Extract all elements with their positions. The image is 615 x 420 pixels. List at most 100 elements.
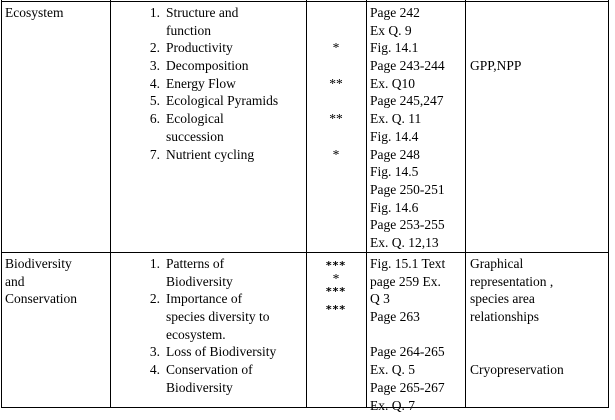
subtopic-text: function bbox=[166, 22, 211, 38]
table-rule-horizontal bbox=[1, 1, 609, 2]
subtopic-item: 1. Structure and function bbox=[110, 4, 278, 39]
importance-stars: ** bbox=[329, 75, 343, 91]
subtopic-line: 1. Structure and bbox=[110, 4, 278, 22]
subtopic-line: Biodiversity bbox=[110, 273, 276, 291]
importance-stars: ** bbox=[329, 111, 343, 127]
subtopic-line: 4. Conservation of bbox=[110, 361, 276, 379]
subtopic-item: 1. Patterns of Biodiversity bbox=[110, 255, 276, 290]
remark-text bbox=[470, 343, 564, 361]
subtopic-line: 3. Loss of Biodiversity bbox=[110, 343, 276, 361]
subtopic-text: Patterns of bbox=[166, 256, 225, 271]
topic-text: Biodiversity bbox=[5, 256, 72, 271]
subtopic-line: species diversity to bbox=[110, 308, 276, 326]
subtopic-text: Nutrient cycling bbox=[166, 146, 255, 162]
subtopic-line: 3. Decomposition bbox=[110, 57, 278, 75]
remark-text: representation , bbox=[470, 273, 554, 289]
reference-text: Q 3 bbox=[370, 291, 390, 307]
references-cell: Fig. 15.1 Text page 259 Ex. Q 3 Page 263 Pag… bbox=[370, 255, 445, 414]
subtopic-text: Decomposition bbox=[166, 58, 249, 74]
reference-text: Page 264-265 bbox=[370, 344, 445, 360]
table-rule-horizontal bbox=[1, 407, 609, 408]
subtopic-number: 1. bbox=[149, 5, 160, 20]
remark-text: relationships bbox=[470, 309, 539, 325]
table-rule-horizontal bbox=[1, 252, 609, 253]
importance-stars: *** bbox=[325, 303, 347, 316]
reference-text: Ex. Q. 12,13 bbox=[370, 234, 439, 250]
reference-text: Ex. Q. 7 bbox=[370, 397, 415, 413]
subtopic-line: 7. Nutrient cycling bbox=[110, 146, 278, 164]
subtopic-number: 2. bbox=[149, 291, 160, 307]
subtopic-number: 5. bbox=[149, 93, 160, 109]
remark-text bbox=[470, 22, 521, 40]
importance-stars: * bbox=[332, 40, 340, 56]
remarks-cell: GPP,NPP bbox=[470, 4, 521, 75]
reference-text: Page 242 bbox=[370, 5, 420, 20]
subtopic-line: 2. Importance of bbox=[110, 290, 276, 308]
table-rule-vertical bbox=[608, 0, 609, 408]
references-cell: Page 242 Ex Q. 9 Fig. 14.1 Page 243-244 Ex. … bbox=[370, 4, 445, 252]
subtopic-item: 5. Ecological Pyramids bbox=[110, 92, 278, 110]
topic-text: Conservation bbox=[5, 291, 77, 307]
remark-text: Graphical bbox=[470, 256, 524, 271]
table-rule-vertical bbox=[110, 0, 111, 408]
subtopic-item: 3. Decomposition bbox=[110, 57, 278, 75]
topic-text: Ecosystem bbox=[5, 5, 64, 20]
table-rule-vertical bbox=[366, 0, 367, 408]
importance-stars: * bbox=[332, 146, 340, 162]
remark-text: Cryopreservation bbox=[470, 362, 564, 378]
remark-text bbox=[470, 326, 564, 344]
subtopic-text: Ecological bbox=[166, 111, 224, 127]
subtopic-number: 3. bbox=[149, 58, 160, 74]
subtopic-line: function bbox=[110, 22, 278, 40]
subtopic-line: 2. Productivity bbox=[110, 39, 278, 57]
subtopic-text: Biodiversity bbox=[166, 379, 233, 395]
subtopic-number: 4. bbox=[149, 75, 160, 91]
topic-cell: Biodiversity and Conservation bbox=[5, 255, 77, 308]
reference-text: Page 250-251 bbox=[370, 181, 445, 197]
subtopic-number: 1. bbox=[149, 256, 160, 271]
remark-text bbox=[470, 39, 521, 57]
subtopic-text: Energy Flow bbox=[166, 75, 236, 91]
subtopic-item: 4. Conservation of Biodiversity bbox=[110, 361, 276, 396]
reference-text: Fig. 14.6 bbox=[370, 199, 419, 215]
subtopics-cell: 1. Patterns of Biodiversity 2. Importance of… bbox=[110, 255, 276, 397]
subtopic-item: 4. Energy Flow bbox=[110, 75, 278, 93]
reference-text: Fig. 14.5 bbox=[370, 164, 419, 180]
subtopic-item: 3. Loss of Biodiversity bbox=[110, 343, 276, 361]
subtopic-text: Ecological Pyramids bbox=[166, 93, 279, 109]
remark-text: species area bbox=[470, 291, 535, 307]
subtopic-number: 6. bbox=[149, 111, 160, 127]
table-rule-vertical bbox=[1, 0, 2, 408]
topic-cell: Ecosystem bbox=[5, 4, 64, 22]
reference-text: Page 263 bbox=[370, 309, 420, 325]
topic-text: and bbox=[5, 273, 25, 289]
subtopic-text: Importance of bbox=[166, 291, 243, 307]
subtopics-cell: 1. Structure and function 2. Productivity 3. D… bbox=[110, 4, 278, 163]
table-rule-vertical bbox=[465, 0, 466, 408]
reference-text: Ex Q. 9 bbox=[370, 22, 412, 38]
importance-stars: *** bbox=[325, 259, 347, 272]
reference-text: Ex. Q10 bbox=[370, 75, 415, 91]
reference-text: Page 265-267 bbox=[370, 379, 445, 395]
reference-text: Page 248 bbox=[370, 146, 420, 162]
importance-stars: * bbox=[332, 271, 340, 286]
subtopic-text: Loss of Biodiversity bbox=[166, 344, 277, 360]
reference-text: Fig. 14.4 bbox=[370, 128, 419, 144]
subtopic-number: 2. bbox=[149, 40, 160, 56]
subtopic-number: 4. bbox=[149, 362, 160, 378]
reference-text: Fig. 14.1 bbox=[370, 40, 419, 56]
reference-text: Page 245,247 bbox=[370, 93, 444, 109]
subtopic-item: 6. Ecological succession bbox=[110, 110, 278, 145]
reference-text: page 259 Ex. bbox=[370, 273, 441, 289]
subtopic-text: Biodiversity bbox=[166, 273, 233, 289]
table-rule-vertical bbox=[306, 0, 307, 408]
subtopic-line: Biodiversity bbox=[110, 379, 276, 397]
reference-text: Ex. Q. 5 bbox=[370, 362, 415, 378]
subtopic-line: 5. Ecological Pyramids bbox=[110, 92, 278, 110]
reference-text: Ex. Q. 11 bbox=[370, 111, 422, 127]
subtopic-text: succession bbox=[166, 128, 224, 144]
subtopic-number: 3. bbox=[149, 344, 160, 360]
remark-text: GPP,NPP bbox=[470, 58, 522, 74]
subtopic-number: 7. bbox=[149, 146, 160, 162]
subtopic-item: 2. Productivity bbox=[110, 39, 278, 57]
